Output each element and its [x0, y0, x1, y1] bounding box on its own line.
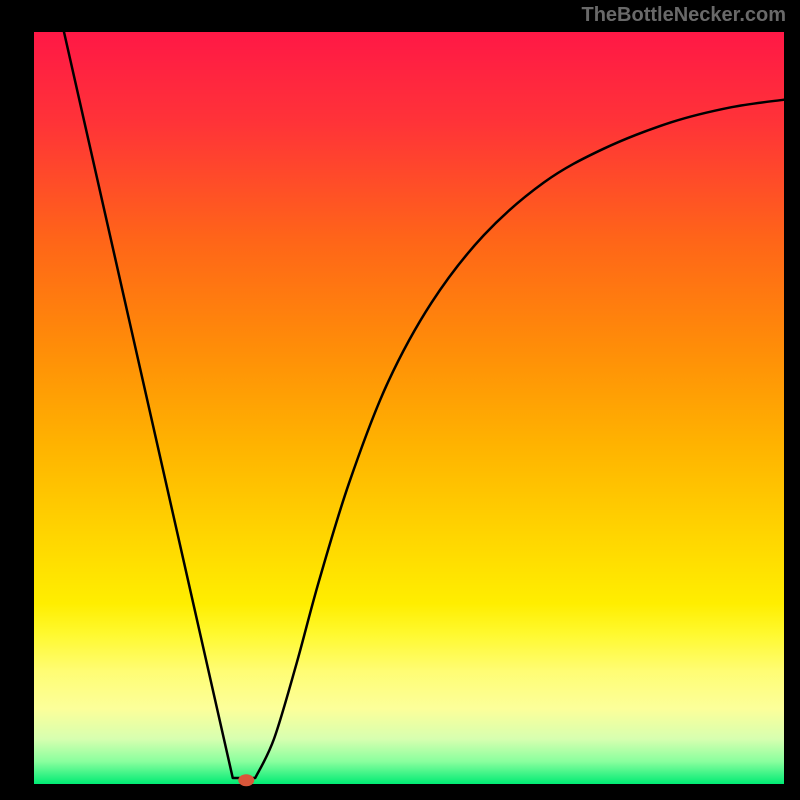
bottleneck-chart	[0, 0, 800, 800]
plot-background	[34, 32, 784, 784]
watermark-text: TheBottleNecker.com	[581, 4, 786, 27]
chart-container: TheBottleNecker.com	[0, 0, 800, 800]
optimal-point-marker	[238, 774, 254, 786]
